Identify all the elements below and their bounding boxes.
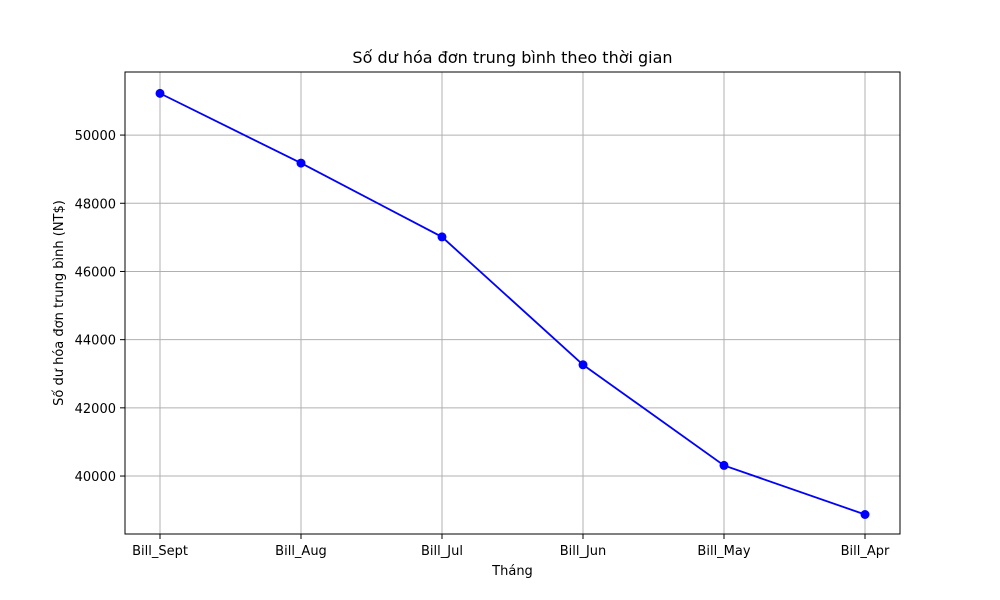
series-layer [155, 88, 870, 519]
y-tick-label: 40000 [75, 470, 116, 485]
x-tick-label: Bill_Jun [560, 544, 607, 559]
y-axis-label: Số dư hóa đơn trung bình (NT$) [52, 200, 67, 406]
data-point [155, 88, 165, 98]
series-line [159, 92, 866, 516]
x-tick-label: Bill_Jul [421, 544, 463, 559]
y-tick-label: 48000 [75, 197, 116, 212]
data-point [296, 158, 306, 168]
y-axis-ticks: 40000 42000 44000 46000 48000 50000 [75, 129, 125, 485]
x-tick-label: Bill_May [697, 544, 750, 559]
grid [125, 72, 900, 534]
data-point [860, 509, 870, 519]
x-axis-ticks: Bill_Sept Bill_Aug Bill_Jul Bill_Jun Bill_Ma… [132, 534, 890, 559]
x-tick-label: Bill_Sept [132, 544, 188, 559]
data-point [437, 232, 447, 242]
y-tick-label: 46000 [75, 265, 116, 280]
x-tick-label: Bill_Aug [275, 544, 327, 559]
data-point [719, 460, 729, 470]
x-tick-label: Bill_Apr [841, 544, 890, 559]
y-tick-label: 44000 [75, 334, 116, 349]
y-tick-label: 50000 [75, 129, 116, 144]
plot-frame [124, 71, 901, 535]
y-tick-label: 42000 [75, 402, 116, 417]
chart-title: Số dư hóa đơn trung bình theo thời gian [352, 48, 672, 67]
x-axis-label: Tháng [491, 564, 533, 579]
data-point [578, 360, 588, 370]
